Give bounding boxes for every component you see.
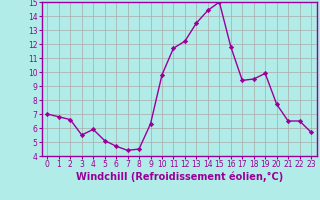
- X-axis label: Windchill (Refroidissement éolien,°C): Windchill (Refroidissement éolien,°C): [76, 172, 283, 182]
